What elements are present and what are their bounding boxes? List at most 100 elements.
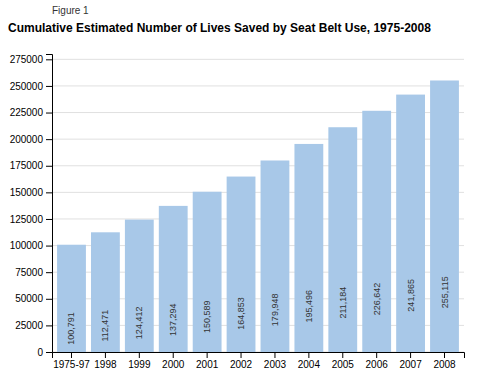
x-tick-label: 2007 [399, 359, 422, 370]
x-tick: 2007 [399, 352, 422, 370]
x-tick: 2000 [162, 352, 185, 370]
y-tick-label: 175000 [10, 160, 44, 171]
y-tick-label: 250000 [10, 81, 44, 92]
y-tick-mark [46, 113, 52, 114]
bar [430, 80, 459, 352]
x-tick: 1999 [128, 352, 151, 370]
y-tick: 0 [37, 347, 52, 358]
x-tick-label: 2003 [264, 359, 287, 370]
data-label: 150,589 [202, 300, 212, 333]
data-label: 124,412 [134, 307, 144, 340]
bar [57, 245, 86, 352]
y-tick-label: 125000 [10, 214, 44, 225]
x-tick: 2006 [366, 352, 389, 370]
bar [227, 177, 256, 352]
x-tick-mark [376, 352, 377, 358]
bar [362, 111, 391, 352]
bar [193, 192, 222, 352]
data-label: 211,184 [338, 287, 348, 319]
bar [396, 95, 425, 352]
x-tick-label: 2008 [433, 359, 456, 370]
chart-title: Cumulative Estimated Number of Lives Sav… [8, 21, 431, 35]
x-tick-label: 1975-97 [53, 359, 90, 370]
x-tick-label: 2005 [332, 359, 355, 370]
x-tick: 2004 [298, 352, 321, 370]
y-tick: 50000 [15, 293, 52, 304]
y-tick-mark [46, 272, 52, 273]
plot-area: 0 25000 50000 75000 100000 125000 150000 175000… [10, 54, 465, 370]
x-tick-label: 1999 [128, 359, 151, 370]
y-tick-mark [46, 219, 52, 220]
x-tick-label: 2002 [230, 359, 253, 370]
x-tick: 2008 [433, 352, 456, 370]
x-tick: 2001 [196, 352, 219, 370]
y-tick-label: 275000 [10, 54, 44, 65]
y-tick-mark [46, 325, 52, 326]
chart-container: Figure 1 Cumulative Estimated Number of L… [0, 0, 480, 378]
y-tick-label: 50000 [15, 293, 43, 304]
x-tick-mark [105, 352, 106, 358]
x-tick-mark [71, 352, 72, 358]
y-tick-mark [46, 59, 52, 60]
data-label: 112,471 [100, 310, 110, 342]
data-label: 100,791 [66, 312, 76, 345]
y-tick: 275000 [10, 54, 52, 65]
x-tick: 2002 [230, 352, 253, 370]
x-tick-label: 2006 [366, 359, 389, 370]
x-tick-label: 2001 [196, 359, 219, 370]
data-label: 255,115 [440, 276, 450, 308]
y-tick: 175000 [10, 160, 52, 171]
data-label: 137,294 [168, 304, 178, 337]
grid [52, 59, 464, 352]
x-tick-mark [342, 352, 343, 358]
x-tick-mark [410, 352, 411, 358]
y-tick-label: 200000 [10, 134, 44, 145]
x-tick-mark [274, 352, 275, 358]
data-label: 179,948 [270, 294, 280, 327]
grid-line [52, 59, 464, 60]
bars [57, 80, 459, 352]
y-tick-label: 100000 [10, 240, 44, 251]
y-tick-mark [46, 166, 52, 167]
x-tick-mark [207, 352, 208, 358]
x-tick-mark [444, 352, 445, 358]
x-tick: 2003 [264, 352, 287, 370]
bar [125, 220, 154, 352]
y-tick: 150000 [10, 187, 52, 198]
y-tick: 125000 [10, 214, 52, 225]
bar [159, 206, 188, 352]
y-tick-mark [46, 139, 52, 140]
bar [294, 144, 323, 352]
x-tick: 1975-97 [53, 352, 90, 370]
data-label: 195,496 [304, 290, 314, 323]
x-tick-label: 2000 [162, 359, 185, 370]
x-tick: 1998 [94, 352, 117, 370]
x-tick-mark [139, 352, 140, 358]
y-tick-label: 0 [37, 347, 43, 358]
y-tick-mark [46, 192, 52, 193]
x-tick-mark [173, 352, 174, 358]
y-axis-line [46, 55, 53, 353]
figure-label: Figure 1 [52, 5, 89, 16]
x-tick: 2005 [332, 352, 355, 370]
y-tick: 25000 [15, 320, 52, 331]
y-tick-label: 75000 [15, 267, 43, 278]
x-axis: 1975-97 1998 1999 2000 2001 2002 2003 2004 2005 2… [53, 352, 465, 370]
grid-line [52, 85, 464, 86]
y-tick: 200000 [10, 134, 52, 145]
y-tick-mark [46, 352, 52, 353]
y-tick: 100000 [10, 240, 52, 251]
x-tick-mark [241, 352, 242, 358]
x-axis-line [53, 353, 465, 359]
x-tick-mark [308, 352, 309, 358]
y-axis: 0 25000 50000 75000 100000 125000 150000 175000… [10, 54, 53, 358]
data-label: 241,865 [406, 279, 416, 312]
y-tick-label: 25000 [15, 320, 43, 331]
data-labels: 100,791112,471124,412137,294150,589164,8… [66, 276, 449, 344]
bar [328, 127, 357, 352]
y-tick: 75000 [15, 267, 52, 278]
bar [261, 160, 290, 352]
x-tick-label: 2004 [298, 359, 321, 370]
data-label: 226,642 [372, 283, 382, 316]
y-tick-label: 225000 [10, 107, 44, 118]
